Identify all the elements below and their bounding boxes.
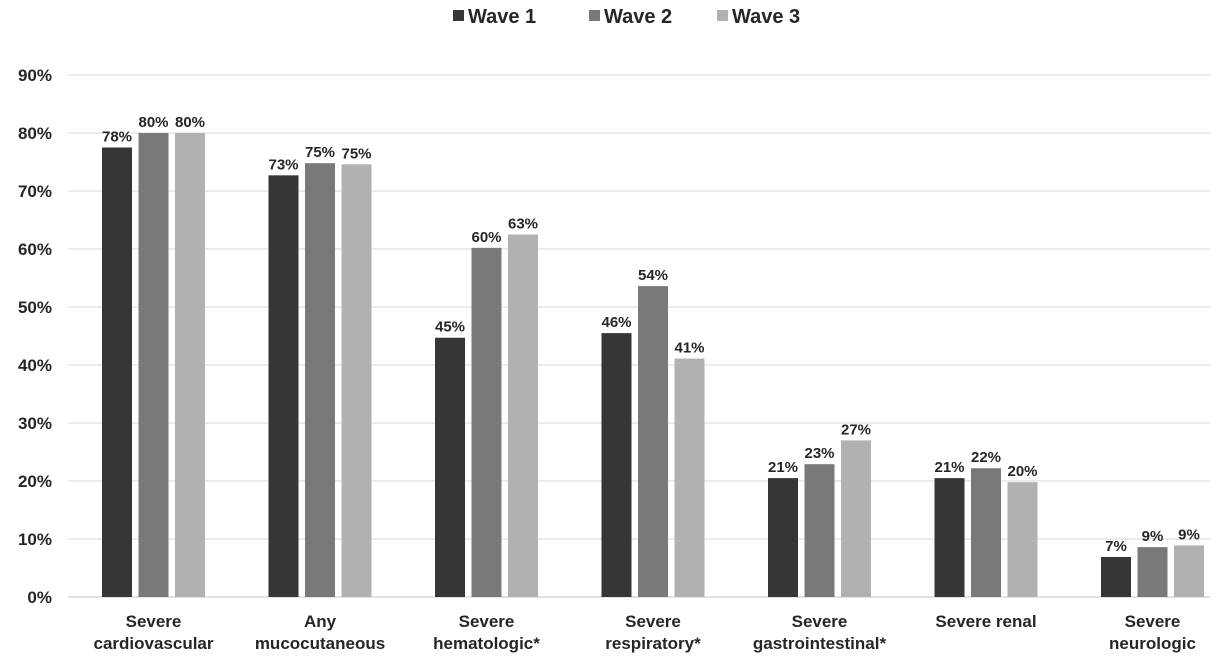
bars — [102, 133, 1204, 597]
bar — [1101, 556, 1131, 597]
bar — [638, 286, 668, 597]
bar — [471, 247, 502, 597]
legend-swatch — [717, 10, 728, 21]
y-tick-label: 50% — [18, 298, 52, 317]
y-tick-label: 40% — [18, 356, 52, 375]
bar — [138, 133, 169, 597]
x-tick-label: Severe — [459, 612, 515, 631]
bar — [1174, 545, 1204, 597]
data-label: 78% — [102, 129, 132, 146]
x-tick-label: neurologic — [1109, 634, 1196, 653]
x-tick-label: Severe — [625, 612, 681, 631]
bar — [971, 468, 1001, 597]
legend-label: Wave 1 — [468, 6, 536, 28]
data-label: 22% — [971, 449, 1001, 466]
y-tick-label: 80% — [18, 124, 52, 143]
y-tick-label: 20% — [18, 472, 52, 491]
data-label: 75% — [305, 144, 335, 161]
data-label: 9% — [1178, 526, 1200, 543]
data-label: 46% — [601, 314, 631, 331]
data-label: 80% — [138, 114, 168, 131]
data-labels: 78% 80% 80% 73% 75% 75% 45% 60% 63% 46% 54% 41% 21% 2… — [102, 114, 1200, 555]
bar — [305, 163, 335, 597]
data-label: 73% — [268, 156, 298, 173]
data-label: 23% — [804, 445, 834, 462]
x-axis: Severe cardiovascular Any mucocutaneous Seve… — [93, 612, 1195, 653]
y-tick-label: 70% — [18, 182, 52, 201]
x-tick-label: Severe — [126, 612, 182, 631]
data-label: 80% — [175, 114, 205, 131]
bar — [1137, 547, 1168, 597]
bar — [841, 440, 871, 597]
data-label: 27% — [841, 421, 871, 438]
x-tick-label: respiratory* — [605, 634, 701, 653]
bar — [674, 358, 705, 597]
x-tick-label: hematologic* — [433, 634, 540, 653]
bar — [804, 464, 835, 597]
data-label: 7% — [1105, 538, 1127, 555]
legend-label: Wave 2 — [604, 6, 672, 28]
bar — [341, 164, 372, 597]
x-tick-label: mucocutaneous — [255, 634, 385, 653]
bar — [768, 478, 798, 597]
x-tick-label: Severe — [1125, 612, 1181, 631]
bar — [1007, 482, 1038, 597]
bar — [175, 133, 205, 597]
y-tick-label: 10% — [18, 530, 52, 549]
data-label: 45% — [435, 319, 465, 336]
x-tick-label: cardiovascular — [93, 634, 213, 653]
x-tick-label: Severe renal — [935, 612, 1036, 631]
data-label: 63% — [508, 216, 538, 233]
legend-swatch — [589, 10, 600, 21]
bar — [102, 147, 132, 597]
data-label: 20% — [1007, 463, 1037, 480]
data-label: 21% — [934, 459, 964, 476]
bar — [435, 337, 465, 597]
data-label: 21% — [768, 459, 798, 476]
data-label: 41% — [674, 340, 704, 357]
x-tick-label: gastrointestinal* — [753, 634, 887, 653]
y-tick-label: 0% — [27, 588, 52, 607]
data-label: 54% — [638, 267, 668, 284]
x-tick-label: Any — [304, 612, 337, 631]
y-tick-label: 90% — [18, 66, 52, 85]
legend-swatch — [453, 10, 464, 21]
bar — [508, 234, 538, 597]
data-label: 75% — [341, 145, 371, 162]
bar — [601, 333, 632, 597]
legend-label: Wave 3 — [732, 6, 800, 28]
bar — [268, 175, 299, 597]
legend: Wave 1 Wave 2 Wave 3 — [453, 6, 800, 28]
y-tick-label: 30% — [18, 414, 52, 433]
y-tick-label: 60% — [18, 240, 52, 259]
data-label: 9% — [1142, 528, 1164, 545]
bar — [934, 478, 965, 597]
x-tick-label: Severe — [792, 612, 848, 631]
data-label: 60% — [471, 229, 501, 246]
